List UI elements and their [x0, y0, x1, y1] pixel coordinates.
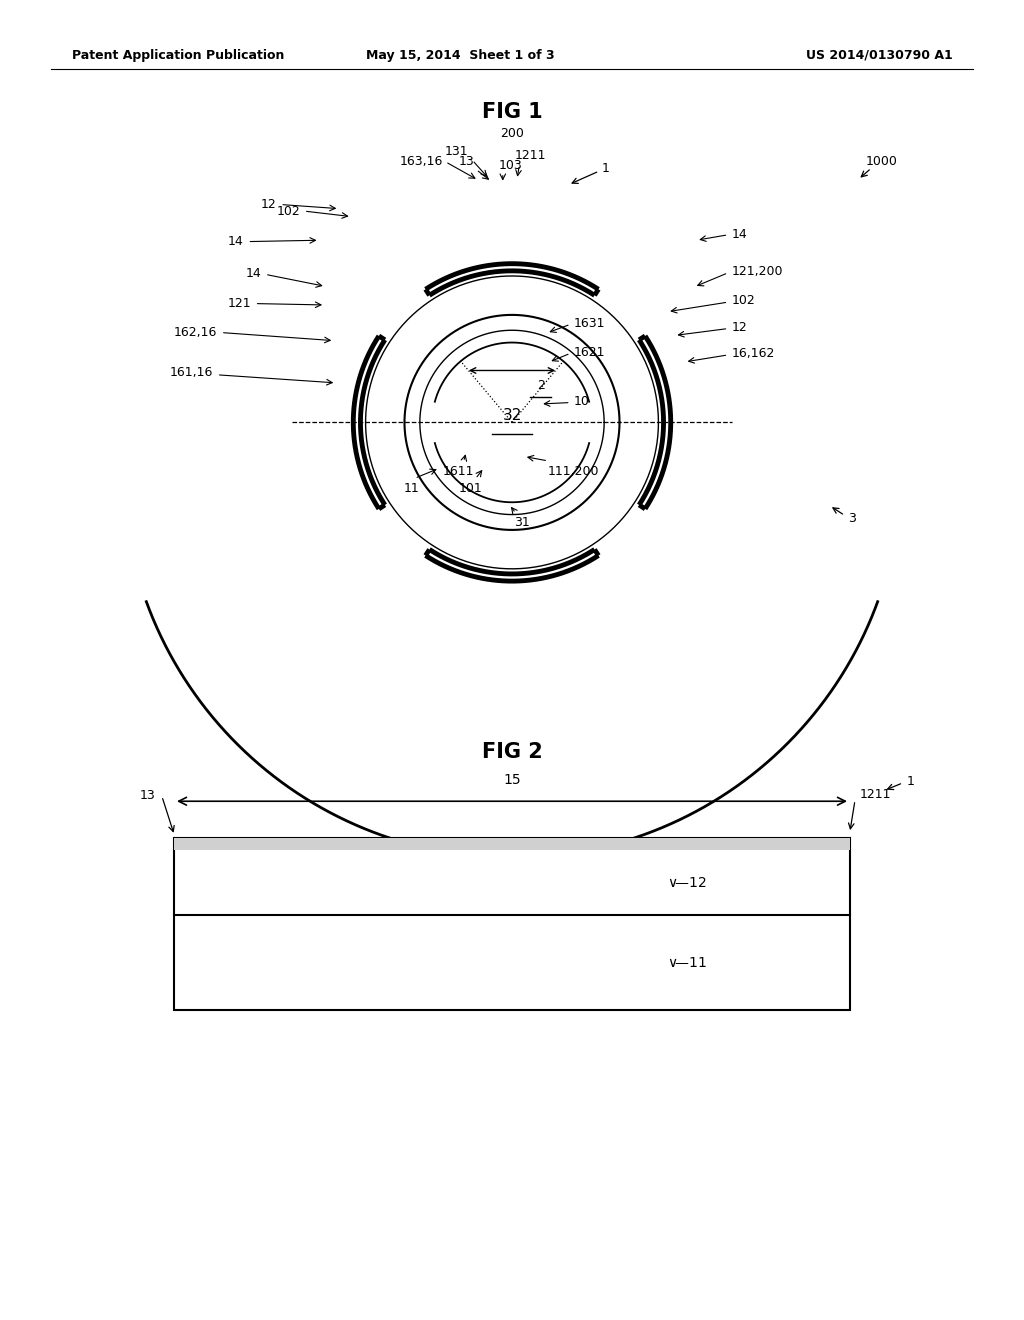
- Text: 11: 11: [403, 482, 420, 495]
- Text: 131: 131: [444, 145, 468, 158]
- Text: 16,162: 16,162: [732, 347, 775, 360]
- Text: 1: 1: [906, 775, 914, 788]
- Text: 161,16: 161,16: [170, 366, 213, 379]
- Text: 13: 13: [140, 789, 156, 803]
- Polygon shape: [593, 286, 648, 342]
- Text: $\vee$$\!$—11: $\vee$$\!$—11: [668, 956, 708, 970]
- Text: 3: 3: [848, 512, 856, 525]
- Text: 31: 31: [514, 516, 529, 529]
- Text: 12: 12: [261, 198, 276, 211]
- Text: Patent Application Publication: Patent Application Publication: [72, 49, 284, 62]
- Text: 1000: 1000: [865, 154, 897, 168]
- Text: 32: 32: [503, 408, 521, 424]
- Text: 1611: 1611: [443, 465, 474, 478]
- Text: 12: 12: [732, 321, 748, 334]
- Bar: [174, 838, 850, 850]
- Text: 103: 103: [499, 158, 522, 172]
- Text: 15: 15: [503, 772, 521, 787]
- Text: 1211: 1211: [515, 149, 547, 162]
- Text: 111,200: 111,200: [548, 465, 599, 478]
- Polygon shape: [376, 286, 431, 342]
- Text: 163,16: 163,16: [400, 154, 443, 168]
- Text: 14: 14: [732, 228, 748, 242]
- Text: 121: 121: [227, 297, 251, 310]
- Text: 121,200: 121,200: [732, 265, 783, 279]
- Text: 13: 13: [459, 154, 474, 168]
- Text: 14: 14: [228, 235, 244, 248]
- Text: 102: 102: [732, 294, 756, 308]
- Text: May 15, 2014  Sheet 1 of 3: May 15, 2014 Sheet 1 of 3: [367, 49, 555, 62]
- Text: 2: 2: [537, 379, 545, 392]
- Text: 1621: 1621: [573, 346, 605, 359]
- Text: 1: 1: [602, 162, 610, 176]
- Text: US 2014/0130790 A1: US 2014/0130790 A1: [806, 49, 952, 62]
- Text: 1211: 1211: [860, 788, 892, 801]
- Text: 162,16: 162,16: [174, 326, 217, 339]
- Text: FIG 1: FIG 1: [481, 102, 543, 123]
- Text: 102: 102: [276, 205, 300, 218]
- Polygon shape: [593, 503, 648, 558]
- Polygon shape: [376, 503, 431, 558]
- Text: 10: 10: [573, 395, 590, 408]
- Text: 101: 101: [459, 482, 483, 495]
- Text: 1631: 1631: [573, 317, 605, 330]
- Bar: [174, 838, 850, 1010]
- Text: $\vee$$\!$—12: $\vee$$\!$—12: [668, 875, 708, 890]
- Text: 200: 200: [500, 127, 524, 140]
- Text: FIG 2: FIG 2: [481, 742, 543, 763]
- Text: 14: 14: [246, 267, 261, 280]
